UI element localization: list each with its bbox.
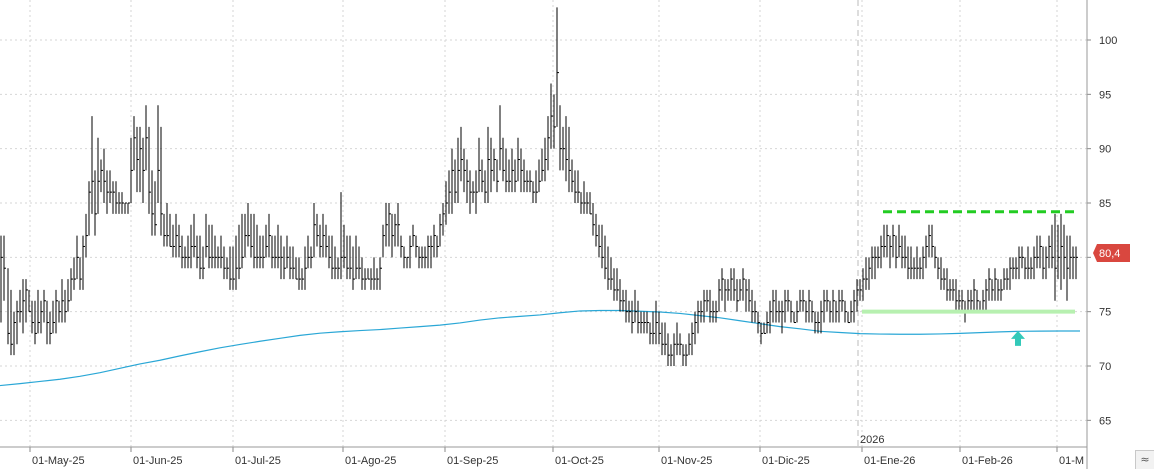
y-tick-label: 100 [1099,35,1117,47]
arrow-up-icon [1011,330,1025,346]
x-tick-label: 01-Ago-25 [345,455,396,467]
y-tick-label: 75 [1099,307,1111,319]
x-tick-label: 01-Ene-26 [864,455,915,467]
y-tick-label: 90 [1099,144,1111,156]
y-tick-label: 85 [1099,198,1111,210]
y-tick-label: 95 [1099,89,1111,101]
annotations [862,210,1075,346]
moving-average-layer [0,309,1080,387]
x-tick-label: 01-Jun-25 [133,455,183,467]
x-tick-label: 01-Nov-25 [661,455,712,467]
x-tick-label: 01-Oct-25 [555,455,604,467]
last-price-badge [1093,243,1130,262]
year-label: 2026 [860,434,884,446]
x-tick-label: 01-M [1059,455,1084,467]
y-tick-label: 65 [1099,415,1111,427]
x-tick-label: 01-Dic-25 [762,455,810,467]
x-tick-label: 01-Jul-25 [235,455,281,467]
grid [0,0,1087,447]
x-tick-label: 01-Sep-25 [447,455,498,467]
moving-average-line [0,309,1080,387]
axes: 6570758085909510001-May-2501-Jun-2501-Ju… [0,0,1130,469]
y-tick-label: 70 [1099,361,1111,373]
last-price-label: 80,4 [1099,248,1120,260]
x-tick-label: 01-Feb-26 [962,455,1013,467]
scale-toggle-icon[interactable]: ≈ [1135,450,1154,469]
ohlc-bars [0,7,1078,366]
x-tick-label: 01-May-25 [32,455,85,467]
